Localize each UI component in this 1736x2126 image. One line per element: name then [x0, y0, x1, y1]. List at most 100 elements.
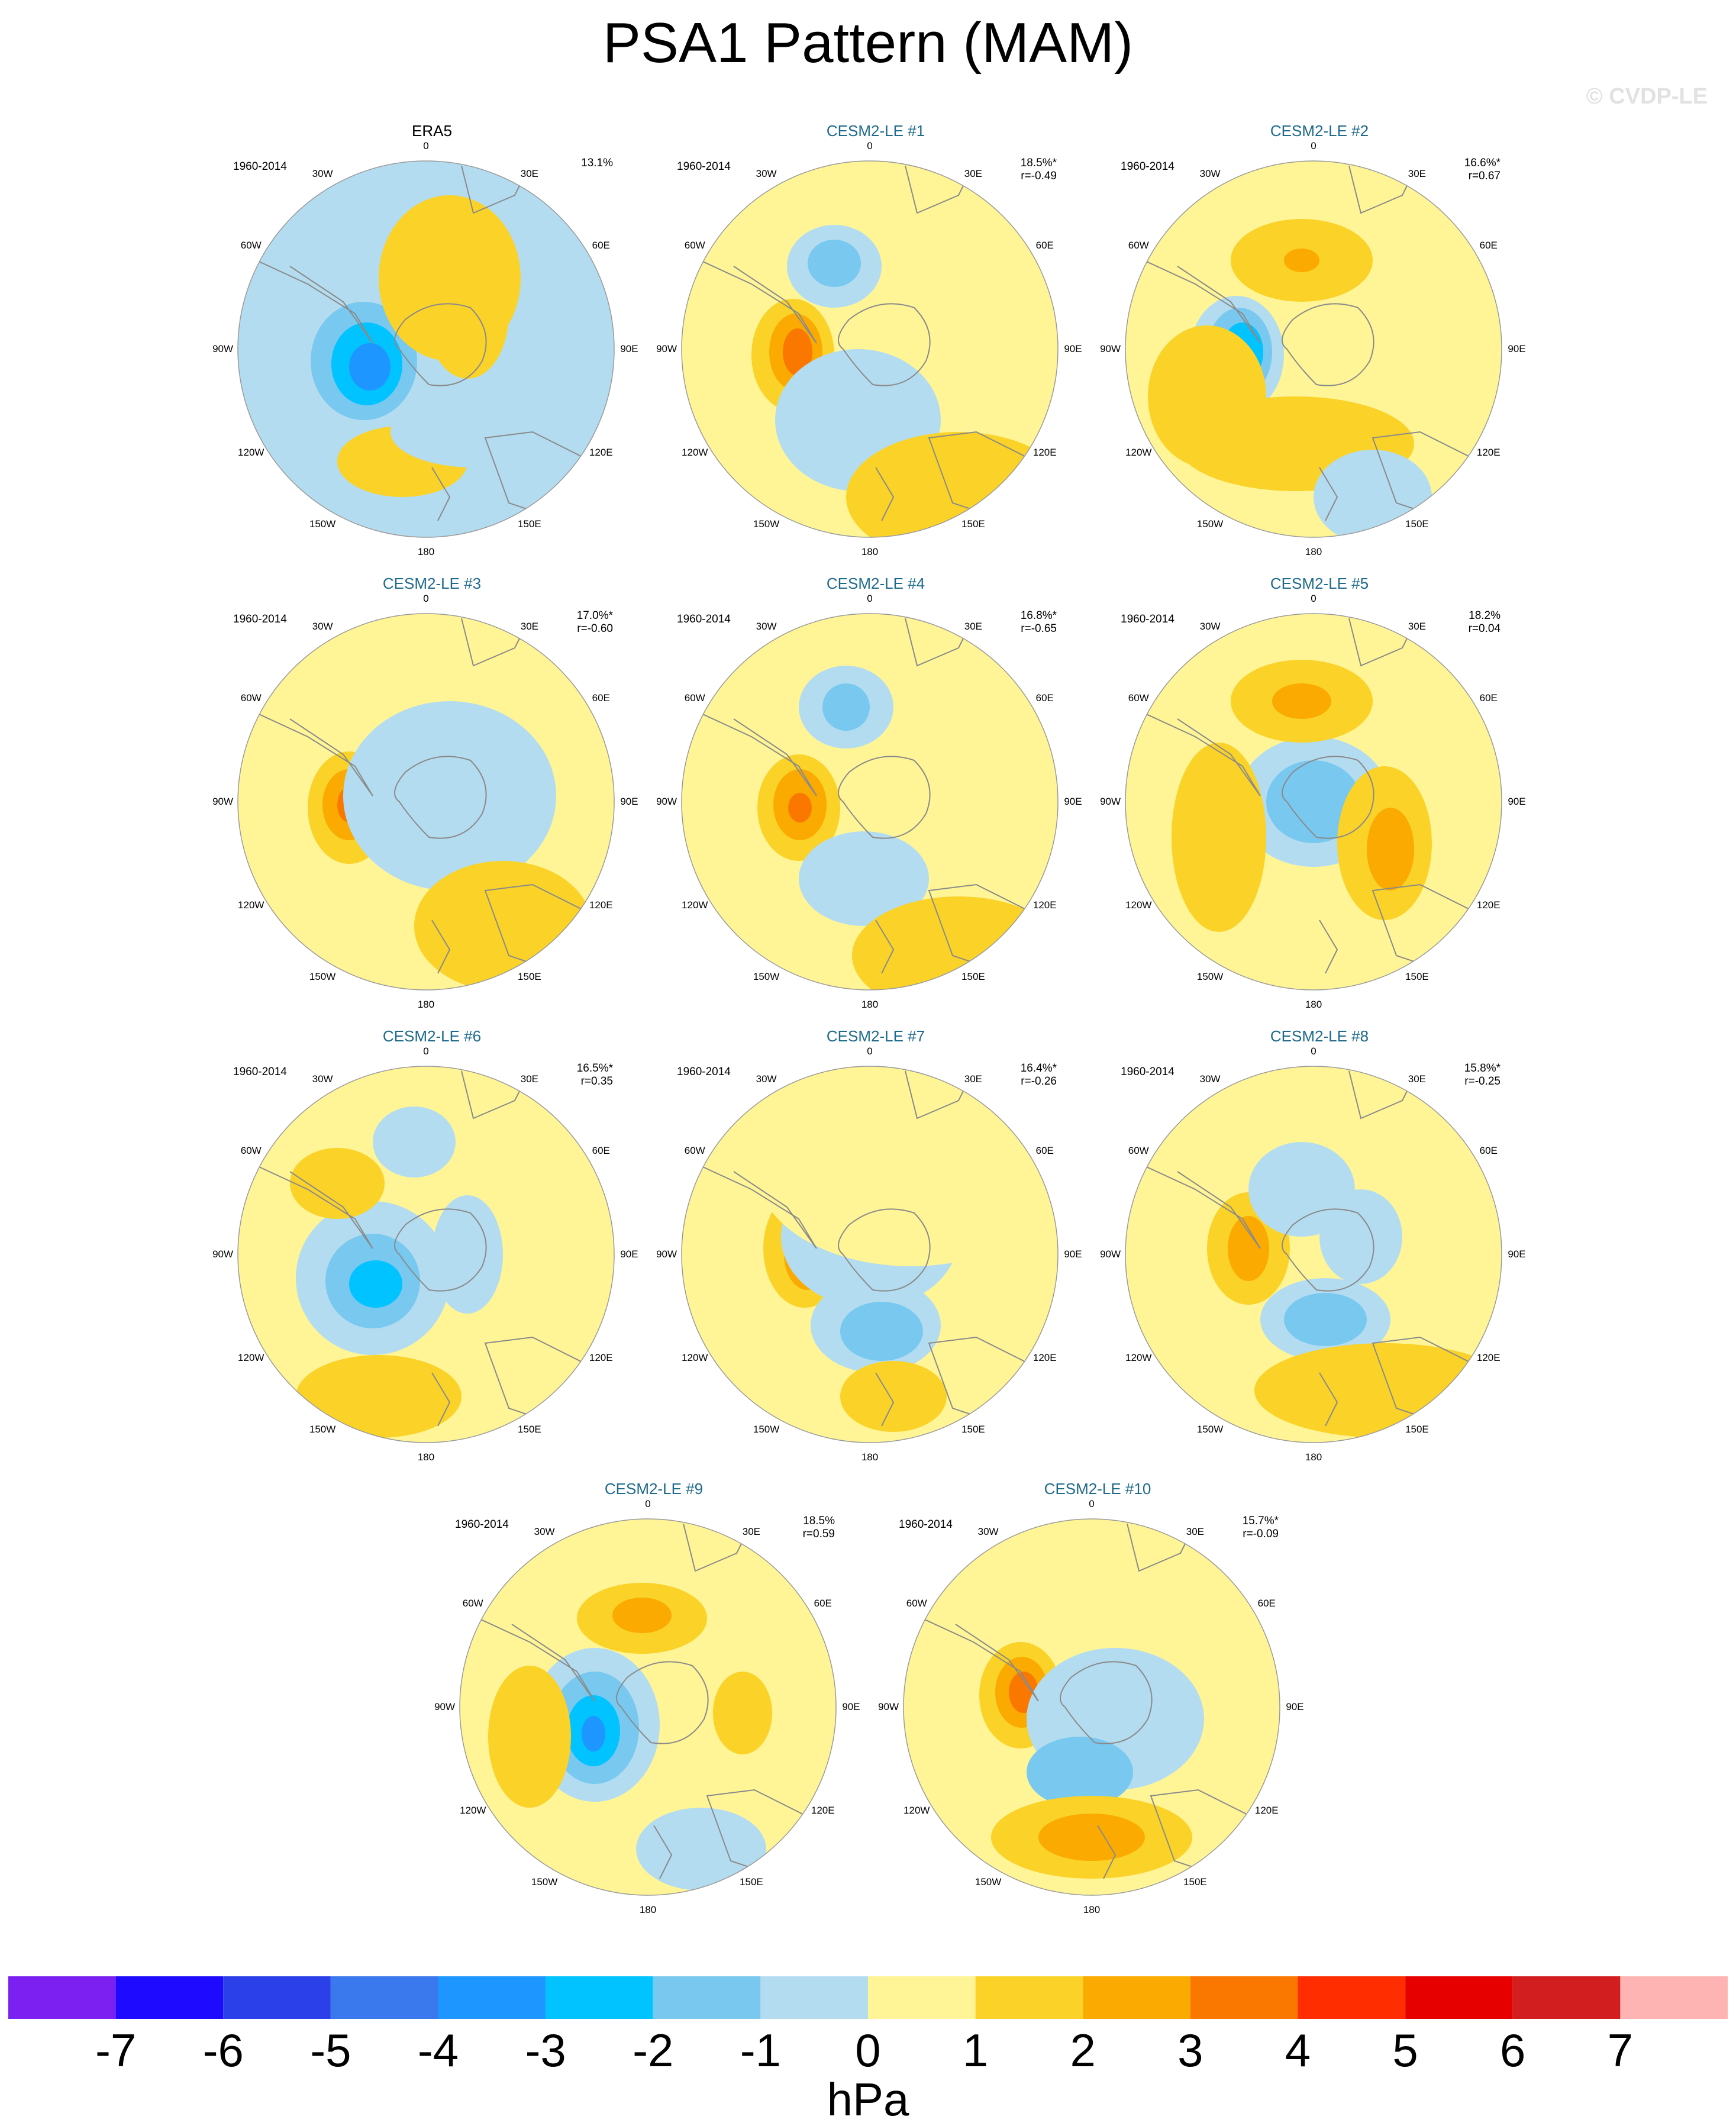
- longitude-label-w90: 90W: [212, 796, 234, 807]
- longitude-label-e90: 90E: [620, 1248, 638, 1260]
- anomaly-contour: [757, 1077, 1058, 1266]
- longitude-label-w60: 60W: [240, 240, 262, 251]
- map-panel: CESM2-LE #8 1960-2014 15.8%* r=-0.25 0 30E 60E…: [1100, 1027, 1527, 1463]
- polar-map: [237, 1066, 615, 1443]
- longitude-label-e60: 60E: [1035, 240, 1054, 251]
- longitude-label-w60: 60W: [1128, 240, 1149, 251]
- longitude-label-w90: 90W: [434, 1701, 456, 1712]
- longitude-label-e60: 60E: [592, 1145, 610, 1157]
- longitude-label-w90: 90W: [656, 343, 677, 354]
- anomaly-contour: [1314, 450, 1432, 537]
- map-panel: CESM2-LE #1 1960-2014 18.5%* r=-0.49 0 30E 60E…: [656, 121, 1083, 557]
- longitude-label-e150: 150E: [518, 1423, 541, 1435]
- longitude-label-w150: 150W: [531, 1876, 558, 1888]
- longitude-label-w150: 150W: [1196, 518, 1224, 530]
- polar-map: [1125, 613, 1502, 991]
- longitude-label-w60: 60W: [240, 1145, 262, 1157]
- variance-percent: 17.0%*: [576, 609, 613, 622]
- variance-percent: 15.8%*: [1464, 1062, 1501, 1075]
- longitude-label-e60: 60E: [1035, 692, 1054, 704]
- longitude-label-w120: 120W: [682, 1351, 708, 1363]
- map-boundary: [1125, 613, 1502, 991]
- longitude-label-e60: 60E: [592, 692, 610, 704]
- colorbar-swatch: [653, 1976, 761, 2019]
- pattern-correlation: r=-0.25: [1464, 1075, 1501, 1088]
- longitude-label-s: 180: [1083, 1904, 1101, 1916]
- anomaly-contour: [1284, 249, 1319, 272]
- south-america-coastline: [1125, 248, 1261, 344]
- longitude-label-e30: 30E: [964, 168, 983, 180]
- panel-title: CESM2-LE #5: [1270, 575, 1369, 592]
- anomaly-contour: [432, 1195, 503, 1314]
- variance-percent: 13.1%: [581, 157, 613, 169]
- longitude-label-w90: 90W: [1100, 796, 1121, 807]
- polar-map: [459, 1518, 837, 1896]
- panel-period: 1960-2014: [455, 1518, 509, 1531]
- longitude-label-w60: 60W: [240, 692, 262, 704]
- variance-percent: 16.6%*: [1464, 157, 1501, 169]
- longitude-label-e90: 90E: [620, 796, 638, 807]
- south-america-coastline: [682, 701, 817, 796]
- longitude-label-e60: 60E: [1035, 1145, 1054, 1157]
- panel-variance-stats: 16.5%* r=0.35: [577, 1062, 613, 1088]
- longitude-label-e60: 60E: [1479, 692, 1498, 704]
- longitude-label-e30: 30E: [1408, 1073, 1427, 1085]
- polar-map: [237, 613, 615, 991]
- longitude-label-e60: 60E: [592, 240, 610, 251]
- south-america-coastline: [238, 248, 373, 344]
- panel-period: 1960-2014: [233, 1066, 287, 1078]
- longitude-label-w30: 30W: [756, 1073, 777, 1085]
- colorbar-swatch: [1620, 1976, 1728, 2019]
- longitude-label-w30: 30W: [756, 168, 777, 180]
- map-panel: CESM2-LE #2 1960-2014 16.6%* r=0.67 0 30E 60E 9…: [1100, 121, 1527, 557]
- antarctica-coastline: [1282, 303, 1374, 386]
- longitude-label-w150: 150W: [753, 1423, 780, 1435]
- antarctica-coastline: [838, 1208, 931, 1292]
- longitude-label-e30: 30E: [520, 168, 539, 180]
- panel-title: CESM2-LE #8: [1270, 1027, 1369, 1045]
- longitude-label-e150: 150E: [1405, 518, 1429, 530]
- longitude-label-e30: 30E: [964, 621, 983, 633]
- panel-variance-stats: 13.1%: [581, 157, 613, 170]
- new-zealand-coastline: [1097, 1825, 1117, 1879]
- colorbar-swatch: [223, 1976, 331, 2019]
- longitude-label-w90: 90W: [212, 343, 234, 354]
- anomaly-contour: [822, 683, 870, 731]
- longitude-label-w30: 30W: [1199, 621, 1221, 633]
- south-america-coastline: [1125, 701, 1261, 796]
- longitude-label-n: 0: [867, 592, 873, 604]
- longitude-label-w120: 120W: [682, 446, 708, 458]
- longitude-label-w60: 60W: [1128, 1145, 1149, 1157]
- anomaly-contour: [373, 1106, 456, 1177]
- anomaly-contour: [783, 328, 812, 376]
- longitude-label-e90: 90E: [1508, 343, 1526, 354]
- variance-percent: 18.5%: [803, 1515, 835, 1527]
- anomaly-contour: [343, 701, 556, 891]
- longitude-label-w90: 90W: [656, 1248, 677, 1260]
- anomaly-contour: [426, 249, 509, 379]
- map-panel: CESM2-LE #9 1960-2014 18.5% r=0.59 0 30E 60E 90…: [434, 1479, 861, 1915]
- longitude-label-s: 180: [1305, 546, 1322, 558]
- new-zealand-coastline: [1319, 1372, 1338, 1427]
- longitude-label-e150: 150E: [961, 518, 985, 530]
- longitude-label-w150: 150W: [753, 518, 780, 530]
- longitude-label-e150: 150E: [961, 970, 985, 982]
- panel-variance-stats: 18.2% r=0.04: [1469, 609, 1501, 635]
- anomaly-contour: [582, 1716, 605, 1751]
- anomaly-contour: [808, 240, 861, 287]
- longitude-label-e90: 90E: [1286, 1701, 1304, 1712]
- panel-title: CESM2-LE #7: [826, 1027, 925, 1045]
- pattern-correlation: r=-0.26: [1021, 1075, 1057, 1088]
- longitude-label-e30: 30E: [520, 1073, 539, 1085]
- colorbar-tick-label: -4: [417, 2024, 459, 2076]
- longitude-label-e150: 150E: [518, 970, 541, 982]
- colorbar-tick-label: -7: [95, 2024, 137, 2076]
- longitude-label-s: 180: [639, 1904, 657, 1916]
- panel-period: 1960-2014: [233, 160, 287, 173]
- panel-title: CESM2-LE #1: [826, 122, 925, 140]
- colorbar-swatch: [330, 1976, 438, 2019]
- longitude-label-e120: 120E: [1032, 1351, 1057, 1363]
- colorbar-swatch: [1190, 1976, 1298, 2019]
- colorbar-swatch: [8, 1976, 116, 2019]
- colorbar-tick-label: 0: [855, 2024, 881, 2076]
